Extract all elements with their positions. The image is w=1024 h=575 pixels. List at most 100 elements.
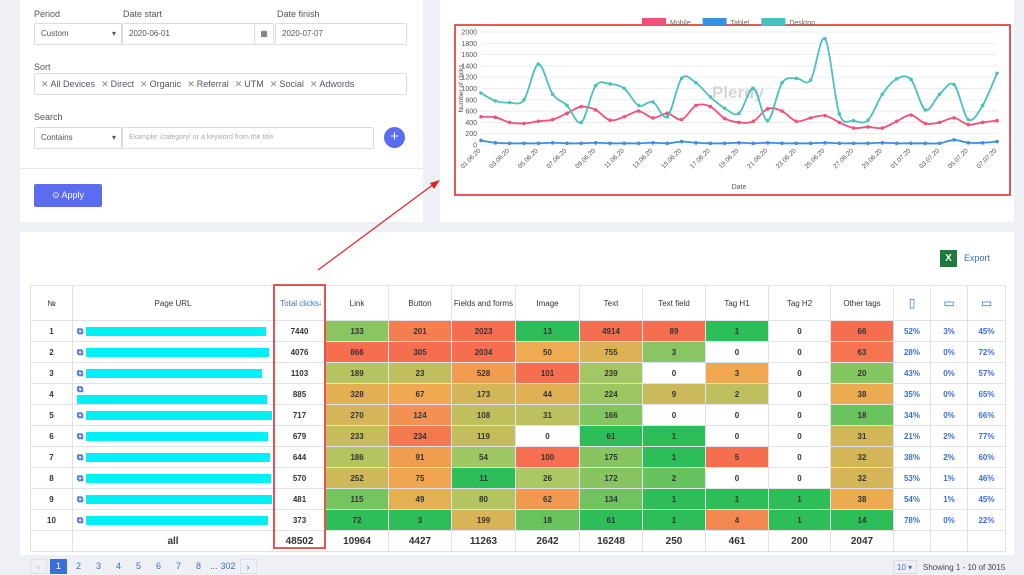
ellipsis: ... [210,561,218,571]
point [780,81,784,85]
point [694,103,698,108]
cell: 124 [388,404,452,427]
row-number: 7 [30,446,73,469]
date-start[interactable]: 2020-06-01 [122,23,274,45]
search-input[interactable]: Example: /category/ or a keyword from th… [122,127,374,149]
cell: 115 [325,488,389,511]
sort-tag[interactable]: ✕ All Devices [41,79,96,89]
export-link[interactable]: Export [964,253,991,263]
search-mode[interactable]: Contains ▾ [34,127,122,149]
cell: 0 [768,467,831,490]
point [923,121,928,126]
point [966,122,971,127]
table-row: 6 ⧉ 679 233 234 119 0 61 1 0 0 31 21% 2% 77% [30,425,1006,448]
page-url[interactable]: ⧉ [72,382,274,406]
device-share: 0% [930,341,968,363]
sort-tag[interactable]: ✕ Direct [101,79,135,89]
add-button[interactable]: + [384,127,405,148]
page[interactable]: 8 [195,561,201,571]
calendar-icon[interactable]: ▦ [254,23,274,45]
sort-tag[interactable]: ✕ Social [269,79,304,89]
page-url[interactable]: ⧉ [72,320,274,342]
cell: 528 [451,362,516,384]
total-cell: 11263 [451,530,516,553]
x-tick-label: 23.06.20 [775,147,798,170]
point [808,116,813,120]
page[interactable]: 2 [75,561,81,571]
page-url[interactable]: ⧉ [72,341,274,363]
page-url[interactable]: ⧉ [72,467,274,490]
watermark: Plerdy [712,83,765,102]
date-finish[interactable]: 2020-07-07 [275,23,407,45]
period-select[interactable]: Custom ▾ [34,23,122,45]
sort-tag[interactable]: ✕ Referral [187,79,229,89]
cell: 61 [579,509,643,532]
cell: 172 [579,467,643,490]
total-cell: 250 [642,530,706,553]
page[interactable]: 7 [175,561,181,571]
cell: 1 [642,425,706,448]
x-tick-label: 01.06.20 [460,147,483,170]
page-url[interactable]: ⧉ [72,362,274,384]
point [579,141,584,146]
cell: 75 [388,467,452,490]
cell: 2 [642,467,706,490]
per-page[interactable]: 10 ▾ [893,560,917,574]
series-line [480,103,998,130]
page-url[interactable]: ⧉ [72,488,274,511]
cell: 4 [705,509,769,532]
column-header: Link [325,285,389,321]
sort-tag[interactable]: ✕ Adwords [309,79,355,89]
cell: 305 [388,341,452,363]
point [522,98,526,102]
y-tick-label: 2000 [461,30,477,37]
excel-icon: X [940,250,957,267]
legend-label: Tablet [731,20,750,27]
next[interactable]: › [239,559,257,574]
point [679,76,684,81]
device-share: 46% [967,467,1006,490]
page[interactable]: 3 [95,561,101,571]
sort-tag[interactable]: ✕ UTM [234,79,264,89]
device-share: 0% [930,509,968,532]
page-url[interactable]: ⧉ [72,509,274,532]
sort-tag[interactable]: ✕ Organic [140,79,182,89]
device-share: 72% [967,341,1006,363]
highlight-box [454,24,1011,196]
page-url[interactable]: ⧉ [72,425,274,448]
cell: 89 [642,320,706,342]
page[interactable]: 5 [135,561,141,571]
point [507,120,512,125]
page[interactable]: 1 [50,559,67,574]
point [479,138,483,143]
x-tick-label: 17.06.20 [689,147,712,170]
x-tick-label: 09.06.20 [574,147,597,170]
column-header: № [30,285,73,321]
page[interactable]: 6 [155,561,161,571]
point [708,141,713,146]
cell: 679 [273,425,326,448]
apply-button[interactable]: ⊙ Apply [34,184,102,207]
point [665,141,670,146]
column-header: Text field [642,285,706,321]
page[interactable]: 302 [220,561,236,571]
column-header: Image [515,285,580,321]
device-share: 66% [967,404,1006,427]
point [636,109,641,113]
y-tick-label: 600 [465,109,477,116]
page-url[interactable]: ⧉ [72,404,274,427]
label: Apply [61,190,85,200]
cell: 0 [642,404,706,427]
prev[interactable]: ‹ [30,559,47,574]
table-row: 2 ⧉ 4076 866 305 2034 50 755 3 0 0 63 28% 0% 72% [30,341,1006,363]
point [952,82,956,87]
cell: 0 [768,425,831,448]
cell [930,530,968,553]
point [765,107,770,111]
page-url[interactable]: ⧉ [72,446,274,469]
point [937,141,942,146]
column-header: Other tags [830,285,894,321]
y-axis-label: Number of clicks [458,64,465,113]
page[interactable]: 4 [115,561,121,571]
legend-label: Desktop [789,20,815,27]
